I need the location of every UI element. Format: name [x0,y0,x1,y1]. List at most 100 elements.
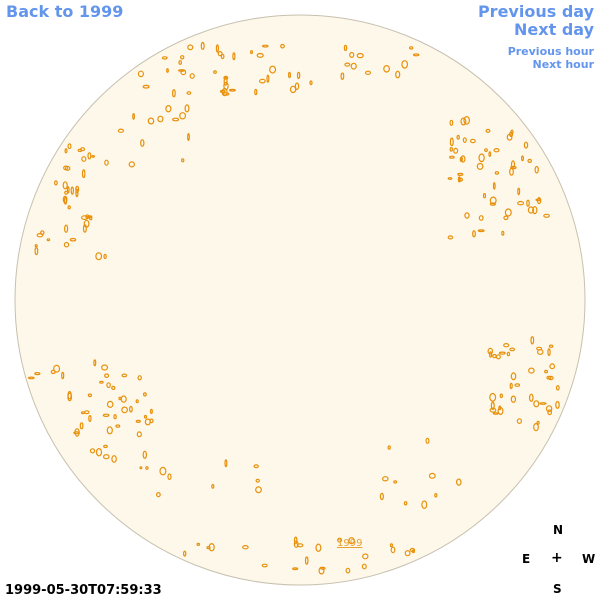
contour-mark [296,71,301,80]
contour-mark [34,372,41,376]
contour-mark [206,545,211,550]
contour-mark [309,80,313,86]
contour-mark [517,200,525,206]
contour-mark [460,155,466,163]
next-hour-link[interactable]: Next hour [532,58,595,71]
contour-mark [217,50,223,57]
contour-mark [463,115,471,125]
contour-mark [404,550,411,557]
contour-mark [180,158,185,163]
magnetic-contours [27,41,560,575]
contour-mark [228,88,236,92]
contour-mark [166,68,169,73]
contour-mark [487,347,494,355]
contour-mark [187,133,190,142]
contour-mark [121,373,128,378]
contour-mark [340,72,345,80]
contour-mark [128,405,133,413]
contour-mark [494,171,500,175]
contour-mark [34,247,39,256]
contour-mark [223,76,228,86]
contour-mark [91,154,96,158]
contour-mark [178,69,186,72]
contour-mark [464,212,470,219]
contour-mark [280,43,285,49]
contour-mark [547,409,553,416]
contour-mark [50,369,56,375]
contour-mark [457,172,464,176]
contour-mark [64,148,68,154]
previous-hour-link[interactable]: Previous hour [507,45,594,58]
contour-mark [142,392,147,397]
contour-mark [250,50,254,55]
contour-mark [477,229,485,233]
contour-mark [344,62,351,67]
contour-mark [106,426,113,435]
contour-mark [89,448,96,454]
contour-mark [242,545,249,550]
contour-mark [549,363,556,370]
contour-mark [489,202,496,206]
back-to-year-link[interactable]: Back to 1999 [6,2,124,21]
contour-mark [478,215,484,221]
contour-mark [535,198,542,202]
contour-mark [104,159,109,166]
compass-east-label: E [522,552,531,566]
contour-mark [381,476,389,482]
contour-mark [140,139,145,147]
contour-mark [85,214,90,220]
contour-mark [318,566,325,575]
contour-mark [292,567,299,571]
contour-mark [523,141,529,149]
contour-mark [520,155,524,162]
contour-mark [434,492,438,498]
contour-mark [179,55,185,60]
contour-mark [74,428,80,437]
contour-mark [121,406,128,414]
contour-mark [66,186,70,194]
contour-mark [403,501,408,506]
contour-mark [544,369,549,374]
contour-mark [266,74,270,83]
contour-mark [509,382,513,390]
contour-mark [172,117,180,122]
year-link[interactable]: 1999 [337,538,363,549]
contour-mark [70,186,75,195]
contour-mark [87,215,93,219]
contour-mark [489,392,497,402]
contour-mark [253,464,259,469]
contour-mark [526,199,530,207]
contour-mark [261,44,269,48]
contour-mark [223,81,229,91]
contour-mark [517,187,521,196]
contour-mark [136,431,142,438]
contour-mark [421,500,428,510]
contour-mark [501,230,505,236]
contour-mark [101,364,109,371]
contour-mark [484,148,488,153]
contour-mark [503,343,510,348]
contour-mark [104,373,110,379]
contour-mark [462,137,467,144]
contour-mark [115,424,121,428]
contour-mark [117,128,125,133]
contour-mark [492,412,499,415]
contour-mark [62,181,68,190]
previous-day-link[interactable]: Previous day [477,2,594,21]
contour-mark [533,400,540,408]
contour-mark [315,543,322,552]
contour-mark [155,492,161,498]
contour-mark [211,484,215,489]
contour-mark [387,445,391,450]
contour-mark [254,88,258,96]
contour-mark [61,371,65,380]
contour-mark [103,444,108,449]
contour-mark [36,232,44,238]
contour-mark [255,478,260,483]
contour-mark [69,237,77,242]
next-day-link[interactable]: Next day [514,20,594,39]
contour-mark [456,134,460,140]
contour-mark [527,158,533,163]
contour-mark [455,478,462,486]
contour-mark [215,44,219,53]
